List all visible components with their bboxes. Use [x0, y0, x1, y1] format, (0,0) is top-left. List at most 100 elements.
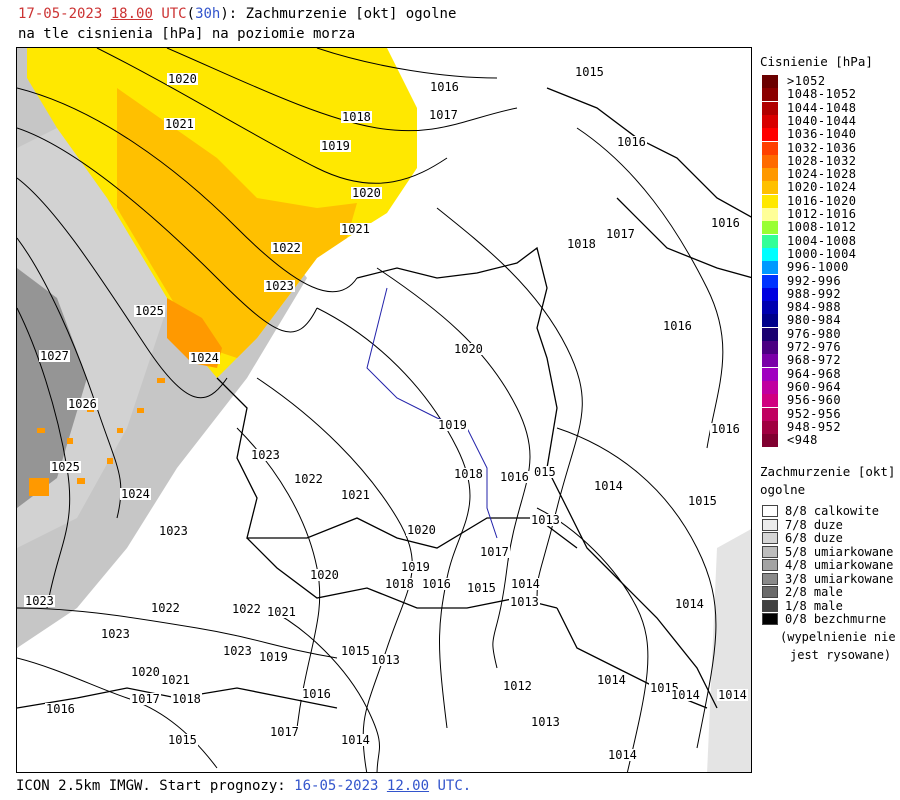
- pressure-legend-title: Cisnienie [hPa]: [760, 54, 873, 69]
- cloud-cover-label: 2/8 male: [785, 585, 843, 599]
- pressure-legend-row: 1012-1016: [760, 207, 900, 221]
- pressure-legend-row: 1040-1044: [760, 114, 900, 128]
- pressure-legend-row: 1028-1032: [760, 153, 900, 168]
- run-hour: 12.00: [386, 778, 430, 794]
- isobar-label: 1013: [509, 595, 540, 609]
- isobar-label: 1025: [134, 304, 165, 318]
- pressure-legend-row: 972-976: [760, 340, 900, 354]
- forecast-hour: 18.00: [110, 6, 153, 22]
- isobar-label: 1027: [39, 349, 70, 363]
- isobar-label: 1025: [50, 460, 81, 474]
- isobar-label: 1022: [150, 601, 181, 615]
- isobar-label: 1023: [264, 279, 295, 293]
- isobar-lines: [17, 48, 724, 772]
- isobar-label: 1014: [510, 577, 541, 591]
- isobar-label: 1014: [717, 688, 748, 702]
- isobar-label: 1013: [530, 715, 561, 729]
- pressure-range-label: 968-972: [787, 353, 842, 368]
- pressure-range-label: <948: [787, 433, 818, 448]
- pressure-range-label: 1028-1032: [787, 153, 857, 168]
- pressure-legend-row: 1032-1036: [760, 141, 900, 155]
- isobar-label: 1016: [301, 687, 332, 701]
- pressure-range-label: 1048-1052: [787, 87, 857, 102]
- chart-title-line1: 17-05-2023 18.00 UTC(30h): Zachmurzenie …: [18, 6, 456, 22]
- pressure-legend-row: >1052: [760, 74, 900, 88]
- pressure-legend-row: 1020-1024: [760, 180, 900, 195]
- pressure-legend-row: 948-952: [760, 420, 900, 434]
- cloud-cover-label: 8/8 calkowite: [785, 504, 879, 518]
- isobar-label: 1012: [502, 679, 533, 693]
- run-utc: UTC.: [437, 778, 472, 794]
- isobar-label: 1017: [428, 108, 459, 122]
- pressure-legend-row: 1016-1020: [760, 194, 900, 208]
- pressure-range-label: 1012-1016: [787, 207, 857, 221]
- isobar-label: 1017: [479, 545, 510, 559]
- cloud-color-swatch: [762, 518, 778, 531]
- pressure-range-label: >1052: [787, 74, 826, 88]
- pressure-range-label: 1008-1012: [787, 220, 857, 235]
- isobar-label: 1019: [320, 139, 351, 153]
- isobar-label: 1016: [45, 702, 76, 716]
- cloud-cover-dark: [17, 268, 87, 508]
- cloud-legend-row: 0/8 bezchmurne: [760, 612, 900, 626]
- isobar-label: 1015: [167, 733, 198, 747]
- pressure-range-label: 1044-1048: [787, 100, 857, 115]
- pressure-range-label: 976-980: [787, 326, 842, 341]
- forecast-date: 17-05-2023: [18, 6, 103, 22]
- isobar-label: 1014: [670, 688, 701, 702]
- chart-title-line2: na tle cisnienia [hPa] na poziomie morza: [18, 26, 356, 42]
- pressure-legend-row: 1008-1012: [760, 220, 900, 235]
- title-text: : Zachmurzenie [okt] ogolne: [228, 6, 457, 22]
- pressure-color-swatch: [762, 301, 778, 315]
- pressure-color-swatch: [762, 420, 778, 434]
- pressure-legend-row: 992-996: [760, 273, 900, 288]
- pressure-color-swatch: [762, 75, 778, 88]
- pressure-legend-row: 1004-1008: [760, 234, 900, 248]
- isobar-label: 1015: [574, 65, 605, 79]
- cloud-cover-label: 0/8 bezchmurne: [785, 612, 887, 626]
- rivers: [366, 287, 498, 539]
- cloud-cover-label: 6/8 duze: [785, 531, 843, 545]
- cloud-legend-row: 8/8 calkowite: [760, 504, 900, 518]
- isobar-label: 1014: [674, 597, 705, 611]
- isobar-label: 1016: [616, 135, 647, 149]
- isobar-label: 1020: [167, 72, 198, 86]
- pressure-range-label: 996-1000: [787, 260, 849, 275]
- pressure-color-swatch: [762, 141, 778, 155]
- cloud-legend-row: 5/8 umiarkowane: [760, 544, 900, 559]
- pressure-legend-row: 1036-1040: [760, 127, 900, 142]
- pressure-range-label: 1024-1028: [787, 167, 857, 182]
- cloud-cover-label: 7/8 duze: [785, 517, 843, 532]
- cloud-color-swatch: [762, 613, 778, 625]
- pressure-range-label: 960-964: [787, 379, 842, 394]
- pressure-legend-row: 1024-1028: [760, 167, 900, 182]
- cloud-color-swatch: [762, 572, 778, 585]
- pressure-range-label: 1036-1040: [787, 127, 857, 142]
- pressure-legend-row: 960-964: [760, 379, 900, 394]
- pressure-legend-row: 968-972: [760, 353, 900, 368]
- cloud-cover-label: 1/8 male: [785, 598, 843, 613]
- pressure-range-label: 992-996: [787, 273, 842, 288]
- isobar-label: 1018: [341, 110, 372, 124]
- pressure-color-swatch: [762, 354, 778, 368]
- isobar-label: 1016: [710, 216, 741, 230]
- isobar-label: 1018: [566, 237, 597, 251]
- cloud-cover-label: 5/8 umiarkowane: [785, 544, 894, 559]
- pressure-color-swatch: [762, 221, 778, 235]
- isobar-label: 1022: [271, 241, 302, 255]
- isobar-label: 1013: [370, 653, 401, 667]
- cloud-color-swatch: [762, 586, 778, 598]
- pressure-legend-row: 964-968: [760, 367, 900, 381]
- cloud-legend-subtitle: ogolne: [760, 482, 806, 497]
- pressure-color-swatch: [762, 327, 778, 341]
- pressure-color-swatch: [762, 314, 778, 328]
- cloud-legend-row: 2/8 male: [760, 585, 900, 599]
- pressure-fill-1020-1024: [117, 88, 357, 358]
- pressure-legend-row: 1044-1048: [760, 100, 900, 115]
- pressure-color-swatch: [762, 407, 778, 421]
- cloud-legend-row: 3/8 umiarkowane: [760, 572, 900, 586]
- pressure-color-swatch: [762, 114, 778, 128]
- pressure-color-swatch: [762, 154, 778, 168]
- pressure-color-swatch: [762, 394, 778, 408]
- isobar-label: 1023: [250, 448, 281, 462]
